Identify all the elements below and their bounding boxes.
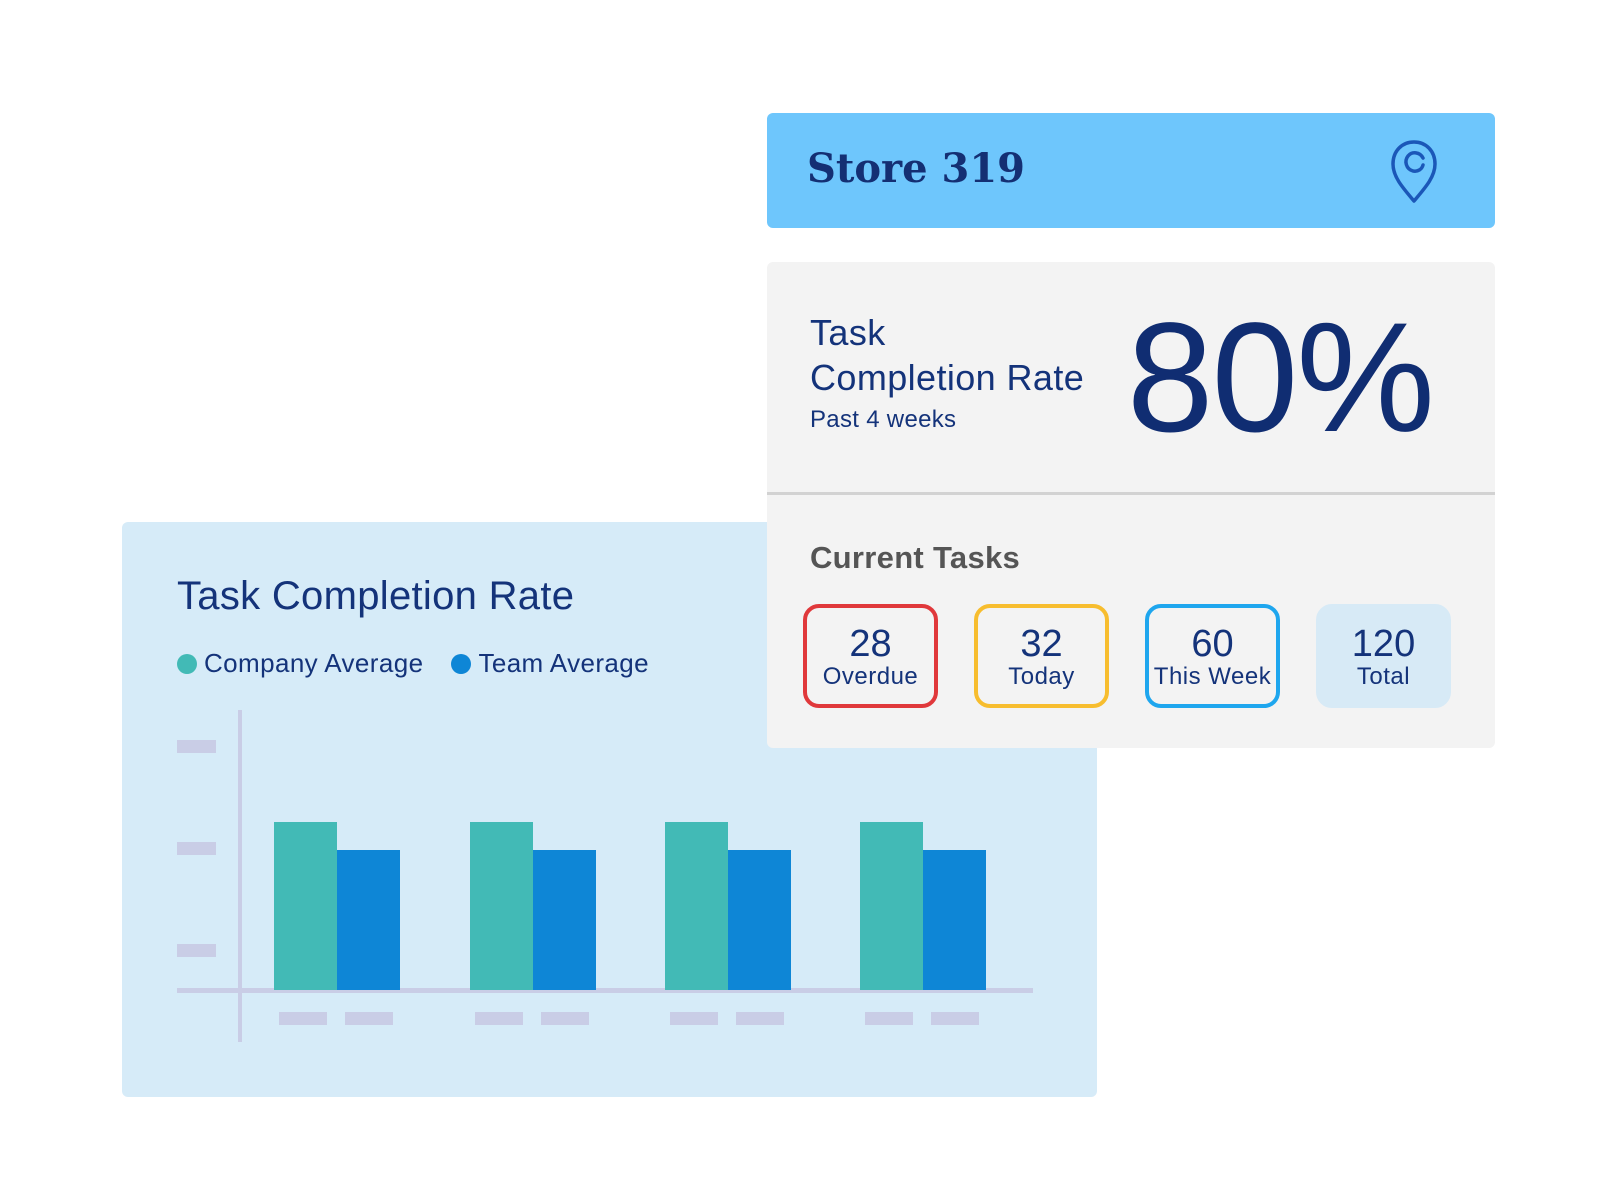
divider [767,492,1495,495]
legend-label-team: Team Average [478,648,649,678]
stats-panel: Task Completion Rate Past 4 weeks 80% Cu… [767,262,1495,748]
today-count: 32 [1020,623,1063,665]
store-header: Store 319 [767,113,1495,228]
legend-item-company-average: Company Average [177,648,423,679]
x-tick-placeholder [931,1012,979,1025]
store-name: Store 319 [807,145,1025,192]
this-week-count: 60 [1191,623,1234,665]
x-tick-placeholder [475,1012,523,1025]
this-week-tasks-badge[interactable]: 60 This Week [1145,604,1280,708]
bar-team-2 [533,850,596,990]
chart-legend: Company Average Team Average [177,648,677,679]
x-tick-placeholder [279,1012,327,1025]
x-axis [177,988,1033,993]
x-tick-placeholder [865,1012,913,1025]
chart-title: Task Completion Rate [177,574,575,618]
x-tick-placeholder [345,1012,393,1025]
location-pin-icon[interactable] [1385,135,1443,205]
bar-company-4 [860,822,923,990]
completion-rate-value: 80% [1126,291,1435,465]
overdue-label: Overdue [822,663,919,690]
x-tick-placeholder [541,1012,589,1025]
total-tasks-badge[interactable]: 120 Total [1316,604,1451,708]
legend-item-team-average: Team Average [451,648,649,679]
legend-label-company: Company Average [204,648,424,678]
x-tick-placeholder [736,1012,784,1025]
y-tick-placeholder [177,740,216,753]
completion-rate-title: Task Completion Rate [810,310,1084,400]
y-tick-placeholder [177,842,216,855]
x-tick-placeholder [670,1012,718,1025]
today-label: Today [1008,663,1075,690]
total-count: 120 [1351,623,1416,665]
bar-company-2 [470,822,533,990]
this-week-label: This Week [1153,663,1272,690]
overdue-tasks-badge[interactable]: 28 Overdue [803,604,938,708]
legend-swatch-team [451,653,472,674]
completion-rate-title-line2: Completion Rate [810,357,1085,398]
bar-company-1 [274,822,337,990]
completion-rate-period: Past 4 weeks [810,406,957,433]
bar-team-4 [923,850,986,990]
y-axis [238,710,242,1042]
bar-chart [177,710,1033,1042]
completion-rate-title-line1: Task [810,312,886,353]
bar-team-1 [337,850,400,990]
overdue-count: 28 [849,623,892,665]
current-tasks-title: Current Tasks [810,540,1021,575]
bar-company-3 [665,822,728,990]
today-tasks-badge[interactable]: 32 Today [974,604,1109,708]
bar-team-3 [728,850,791,990]
y-tick-placeholder [177,944,216,957]
legend-swatch-company [177,653,197,674]
total-label: Total [1356,663,1411,690]
